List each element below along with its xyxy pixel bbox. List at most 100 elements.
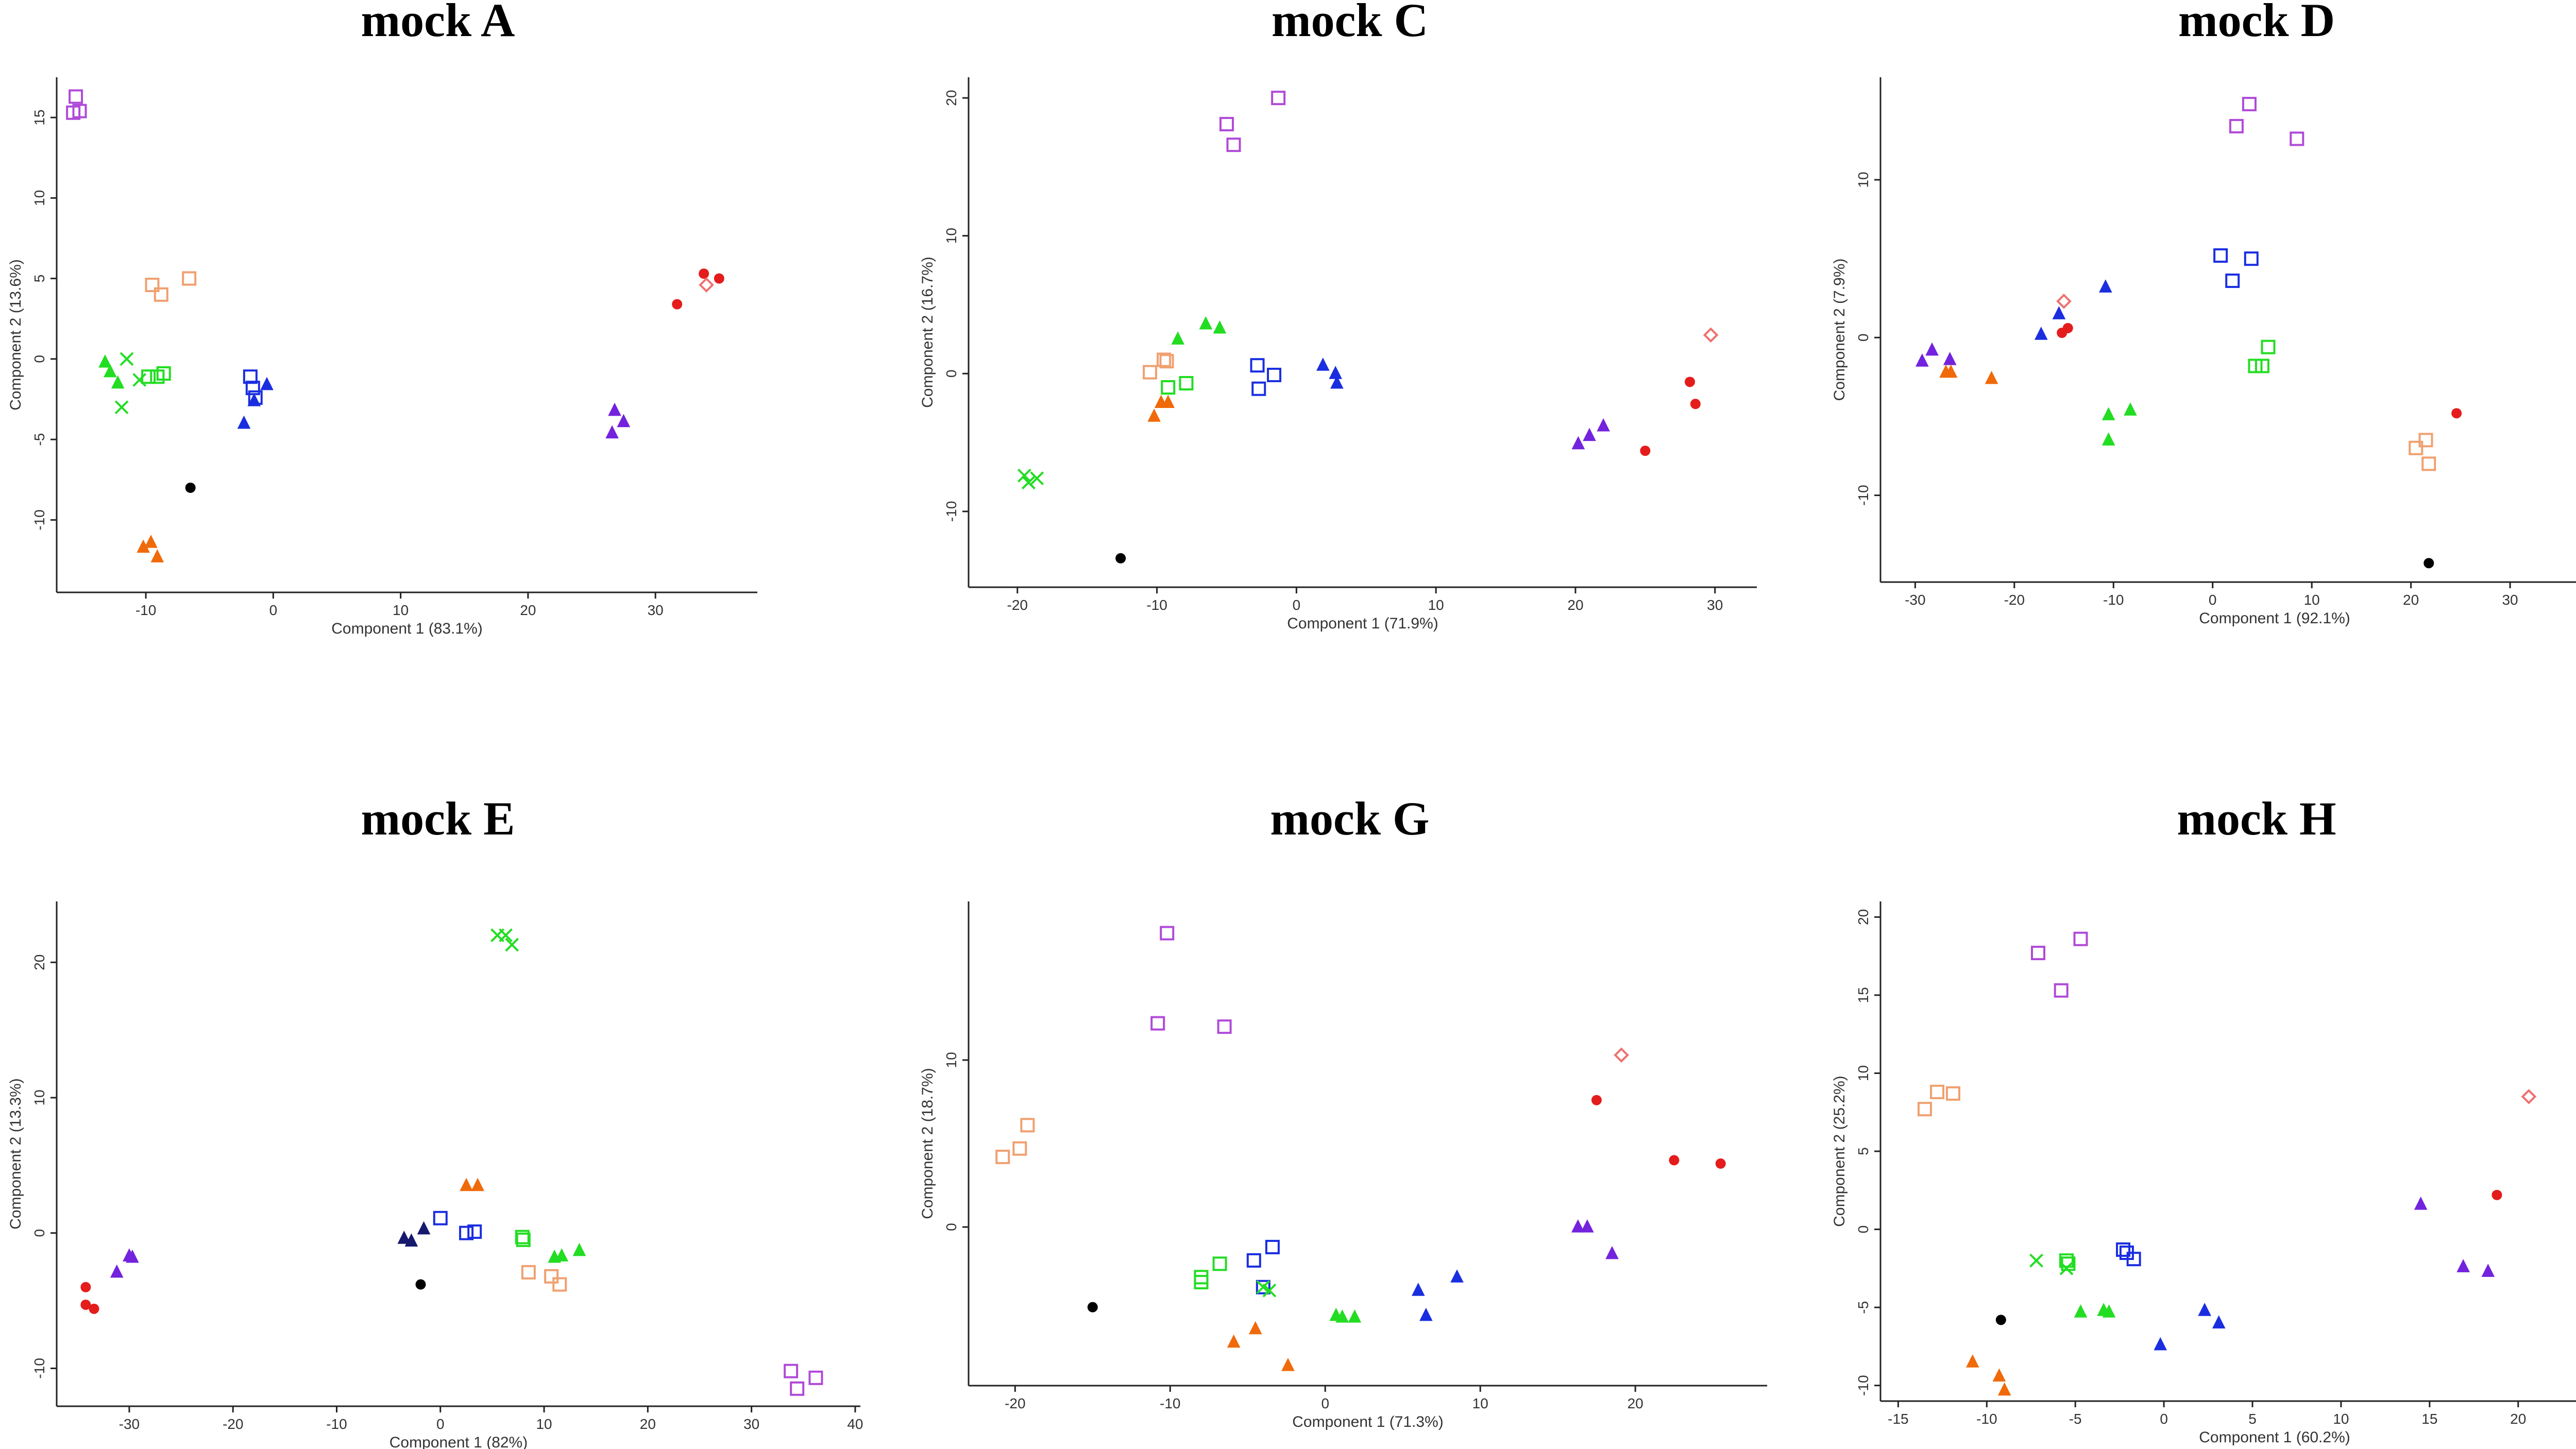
triangle-point: [150, 549, 164, 562]
triangle-point: [1199, 316, 1213, 330]
triangle-point: [1992, 1368, 2006, 1382]
y-axis-label: Component 2 (7.9%): [1831, 259, 1848, 401]
series-circle: [415, 1279, 426, 1290]
series-square: [784, 1363, 823, 1396]
series-circle: [1115, 553, 1126, 564]
triangle-point: [2034, 327, 2048, 340]
square-point: [1159, 354, 1174, 369]
x-tick-label: -10: [135, 602, 156, 618]
triangle-point: [460, 1178, 473, 1191]
triangle-point: [237, 415, 251, 429]
circle-point: [1685, 377, 1696, 387]
triangle-point: [2074, 1304, 2088, 1318]
triangle-point: [2198, 1303, 2211, 1316]
x-tick-label: 0: [2160, 1411, 2168, 1427]
series-square: [521, 1265, 567, 1292]
y-tick-label: -10: [943, 501, 959, 522]
series-diamond: [1614, 1047, 1629, 1063]
triangle-point: [126, 1249, 139, 1263]
x-tick-label: -20: [1005, 1395, 1025, 1411]
x-axis-label: Component 1 (60.2%): [2199, 1429, 2350, 1446]
square-point: [1226, 138, 1241, 152]
y-tick-label: 0: [1855, 1225, 1871, 1234]
circle-point: [2062, 322, 2073, 333]
square-point: [2229, 118, 2244, 133]
x-tick-label: -15: [1888, 1411, 1908, 1427]
scatter-panel-4: mock E -30 -20 -10 0 10 20 30 40 -10 0 10 20 Componen…: [7, 792, 863, 1449]
circle-point: [1690, 399, 1701, 410]
series-circle: [672, 268, 724, 310]
x-tick-label: 0: [1293, 597, 1301, 613]
series-square: [145, 271, 197, 302]
triangle-point: [2456, 1259, 2470, 1272]
triangle-point: [1605, 1246, 1619, 1259]
circle-point: [672, 299, 683, 310]
y-tick-label: 5: [1855, 1147, 1871, 1155]
triangle-point: [1227, 1334, 1241, 1348]
square-point: [2290, 131, 2304, 146]
series-square: [995, 1118, 1035, 1164]
triangle-point: [1997, 1382, 2011, 1396]
series-circle: [1591, 1095, 1726, 1169]
square-point: [2061, 1256, 2076, 1271]
y-tick-label: 10: [943, 1052, 959, 1068]
circle-point: [89, 1303, 99, 1314]
triangle-point: [617, 414, 631, 428]
scatter-panel-6: mock H-15-10-50510152025-10-505101520Com…: [1831, 792, 2576, 1446]
triangle-point: [555, 1248, 569, 1262]
y-axis-label: Component 2 (25.2%): [1831, 1076, 1848, 1227]
series-diamond: [699, 277, 714, 293]
triangle-point: [1925, 342, 1939, 356]
x-tick-label: -30: [1905, 592, 1925, 608]
y-tick-label: -5: [1855, 1301, 1871, 1314]
x-point: [132, 373, 147, 387]
square-point: [1251, 381, 1266, 396]
x-axis-label: Component 1 (82%): [389, 1434, 528, 1449]
x-tick-label: 20: [640, 1416, 656, 1432]
series-diamond: [2056, 294, 2072, 309]
series-square: [66, 89, 87, 120]
square-point: [2261, 339, 2276, 354]
square-point: [2073, 931, 2088, 946]
triangle-point: [2212, 1315, 2226, 1328]
square-point: [1256, 1280, 1270, 1294]
square-point: [544, 1269, 559, 1284]
triangle-point: [2102, 1304, 2116, 1318]
triangle-point: [1171, 331, 1185, 345]
triangle-point: [1248, 1321, 1262, 1335]
triangle-point: [572, 1242, 586, 1256]
x-tick-label: -10: [2103, 592, 2124, 608]
x-tick-label: 20: [520, 602, 536, 618]
y-tick-label: 20: [31, 954, 47, 970]
square-point: [2242, 97, 2257, 112]
square-point: [2421, 456, 2436, 471]
square-point: [69, 89, 83, 104]
triangle-point: [397, 1231, 411, 1244]
square-point: [1917, 1102, 1932, 1117]
x-tick-label: 0: [1321, 1395, 1329, 1411]
triangle-point: [110, 1264, 124, 1278]
circle-point: [699, 268, 709, 279]
x-axis-label: Component 1 (92.1%): [2199, 610, 2350, 627]
square-point: [808, 1370, 823, 1385]
y-tick-label: 10: [1855, 172, 1871, 187]
square-point: [141, 369, 156, 384]
series-square: [2059, 1253, 2076, 1271]
x-point: [2029, 1253, 2043, 1268]
diamond-point: [1614, 1047, 1629, 1063]
square-point: [2418, 433, 2433, 448]
panel-title: mock H: [2177, 792, 2336, 845]
square-point: [1143, 365, 1158, 380]
y-tick-label: 0: [943, 1223, 959, 1231]
series-triangle: [397, 1221, 431, 1247]
square-point: [2126, 1252, 2141, 1267]
square-point: [1157, 352, 1172, 367]
triangle-point: [1316, 357, 1330, 371]
circle-point: [1591, 1095, 1602, 1105]
series-square: [2031, 931, 2088, 998]
series-square: [243, 369, 263, 405]
triangle-point: [1581, 1219, 1594, 1233]
series-triangle: [2034, 279, 2112, 340]
series-x: [490, 928, 519, 952]
square-point: [1194, 1275, 1209, 1290]
